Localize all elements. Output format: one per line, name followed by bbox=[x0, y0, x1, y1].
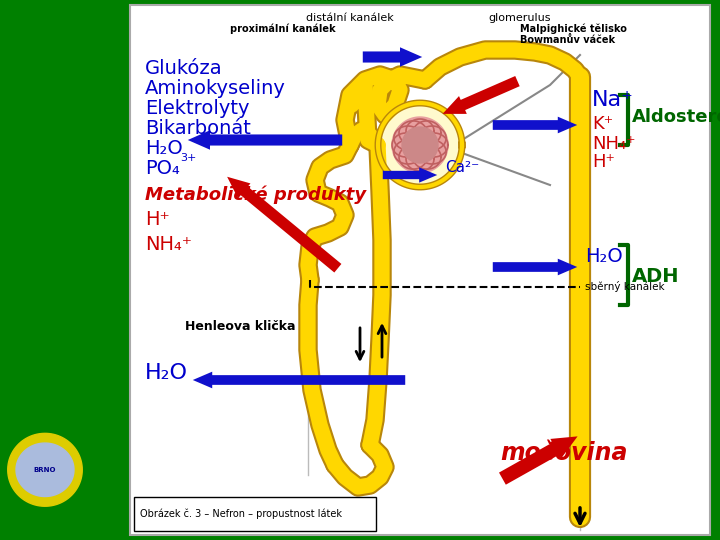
Polygon shape bbox=[402, 127, 438, 163]
Text: proximální kanálek: proximální kanálek bbox=[230, 23, 336, 33]
Text: Aminokyseliny: Aminokyseliny bbox=[145, 79, 286, 98]
Text: Malpighické tělisko: Malpighické tělisko bbox=[520, 23, 627, 33]
FancyBboxPatch shape bbox=[134, 497, 376, 531]
Polygon shape bbox=[392, 117, 448, 173]
Text: H⁺: H⁺ bbox=[592, 153, 615, 171]
Text: ADH: ADH bbox=[632, 267, 680, 287]
Text: PO₄: PO₄ bbox=[145, 159, 180, 178]
Text: močovina: močovina bbox=[500, 441, 628, 465]
Polygon shape bbox=[378, 103, 462, 187]
Text: H₂O: H₂O bbox=[145, 363, 188, 383]
Text: 3+: 3+ bbox=[180, 153, 197, 163]
Text: glomerulus: glomerulus bbox=[489, 13, 552, 23]
Text: Bowmanův váček: Bowmanův váček bbox=[520, 35, 615, 45]
Text: NH₄⁺: NH₄⁺ bbox=[592, 135, 636, 153]
Text: Aldosteron: Aldosteron bbox=[632, 108, 720, 126]
Text: H₂O: H₂O bbox=[145, 139, 183, 158]
Text: Henleova klička: Henleova klička bbox=[185, 320, 295, 333]
Text: sběrný kanálek: sběrný kanálek bbox=[585, 281, 665, 293]
Text: Elektrolyty: Elektrolyty bbox=[145, 99, 250, 118]
Text: Glukóza: Glukóza bbox=[145, 59, 222, 78]
Text: Metabolické produkty: Metabolické produkty bbox=[145, 185, 366, 204]
Polygon shape bbox=[16, 443, 74, 496]
Text: distální kanálek: distální kanálek bbox=[306, 13, 394, 23]
Text: BRNO: BRNO bbox=[34, 467, 56, 473]
Text: Obrázek č. 3 – Nefron – propustnost látek: Obrázek č. 3 – Nefron – propustnost láte… bbox=[140, 509, 342, 519]
Text: Bikarbonát: Bikarbonát bbox=[145, 119, 251, 138]
Text: K⁺: K⁺ bbox=[592, 115, 613, 133]
Text: NH₄⁺: NH₄⁺ bbox=[145, 235, 192, 254]
Text: H⁺: H⁺ bbox=[145, 210, 170, 229]
Text: H₂O: H₂O bbox=[585, 247, 623, 267]
Text: Na⁺: Na⁺ bbox=[592, 90, 634, 110]
Polygon shape bbox=[8, 434, 82, 506]
Text: Ca²⁻: Ca²⁻ bbox=[445, 159, 479, 174]
